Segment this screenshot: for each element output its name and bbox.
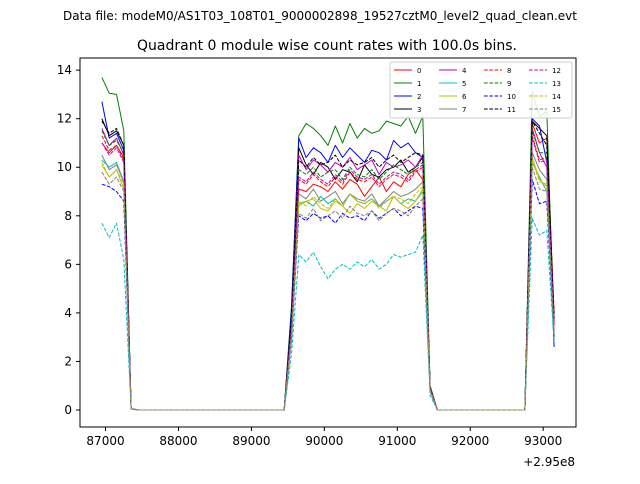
legend-label-7: 7 — [462, 106, 466, 114]
legend-label-12: 12 — [552, 67, 561, 75]
series-line-9 — [101, 130, 555, 411]
legend-label-10: 10 — [507, 93, 516, 101]
series-line-1 — [101, 77, 555, 411]
x-tick-label: 93000 — [524, 434, 562, 448]
x-tick-label: 87000 — [86, 434, 124, 448]
x-tick-label: 91000 — [378, 434, 416, 448]
legend-label-5: 5 — [462, 80, 466, 88]
chart-title: Quadrant 0 module wise count rates with … — [137, 38, 517, 54]
y-axis: 0 2 4 6 8 10 12 14 — [57, 63, 80, 417]
y-tick-label: 4 — [64, 306, 72, 320]
series-line-13 — [101, 217, 555, 411]
series-line-14 — [101, 159, 555, 411]
y-tick-label: 14 — [57, 63, 72, 77]
x-tick-label: 90000 — [305, 434, 343, 448]
legend-label-6: 6 — [462, 93, 467, 101]
series-line-0 — [101, 123, 555, 411]
x-tick-label: 92000 — [451, 434, 489, 448]
x-tick-label: 89000 — [232, 434, 270, 448]
legend-label-1: 1 — [417, 80, 421, 88]
legend-label-11: 11 — [507, 106, 516, 114]
legend-label-4: 4 — [462, 67, 467, 75]
y-tick-label: 2 — [64, 354, 72, 368]
series-line-5 — [101, 159, 555, 411]
y-tick-label: 6 — [64, 257, 72, 271]
legend-label-9: 9 — [507, 80, 511, 88]
series-line-6 — [101, 157, 555, 411]
series-line-4 — [101, 127, 555, 411]
y-tick-label: 12 — [57, 112, 72, 126]
plot-frame — [79, 57, 577, 428]
series-line-12 — [101, 137, 555, 411]
x-tick-label: 88000 — [159, 434, 197, 448]
y-tick-label: 0 — [64, 403, 72, 417]
series-line-2 — [101, 101, 555, 411]
y-tick-label: 8 — [64, 209, 72, 223]
legend-label-3: 3 — [417, 106, 421, 114]
y-tick-label: 10 — [57, 160, 72, 174]
legend-box — [389, 61, 573, 119]
plot-lines — [101, 77, 555, 411]
legend-label-14: 14 — [552, 93, 561, 101]
series-line-10 — [101, 178, 555, 411]
legend-label-15: 15 — [552, 106, 561, 114]
x-axis: 87000 88000 89000 90000 91000 92000 93000 — [86, 427, 562, 448]
legend-label-8: 8 — [507, 67, 511, 75]
legend-label-13: 13 — [552, 80, 561, 88]
series-line-8 — [101, 135, 555, 411]
x-offset-label: +2.95e8 — [523, 455, 575, 469]
series-line-15 — [101, 166, 555, 411]
figure-suptitle: Data file: modeM0/AS1T03_108T01_90000028… — [63, 9, 577, 23]
legend-label-2: 2 — [417, 93, 421, 101]
legend-label-0: 0 — [417, 67, 421, 75]
series-line-11 — [101, 120, 555, 411]
